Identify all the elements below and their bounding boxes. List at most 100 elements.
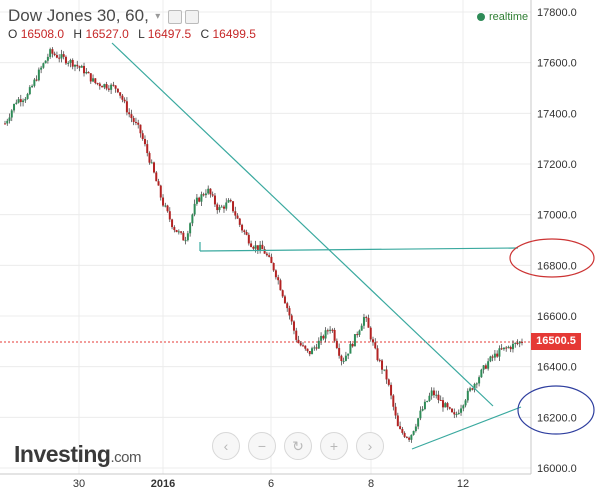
y-tick-label: 17600.0 bbox=[537, 58, 577, 70]
candle-body bbox=[421, 408, 424, 411]
candle-body bbox=[128, 112, 131, 115]
ohlc-readout: O 16508.0 H 16527.0 L 16497.5 C 16499.5 bbox=[8, 27, 262, 41]
candle-body bbox=[480, 369, 483, 378]
candle-body bbox=[419, 410, 422, 419]
logo-brand: Investing bbox=[14, 441, 111, 467]
candle-body bbox=[44, 60, 47, 64]
candle-body bbox=[496, 353, 499, 357]
candle-body bbox=[428, 395, 431, 401]
gear-icon[interactable] bbox=[184, 9, 199, 24]
candle-body bbox=[58, 57, 61, 59]
candle-body bbox=[353, 334, 356, 347]
candle-body bbox=[22, 100, 25, 103]
candle-body bbox=[304, 345, 307, 349]
x-tick-label: 6 bbox=[268, 478, 274, 490]
candle-body bbox=[500, 348, 503, 350]
candle-body bbox=[92, 78, 95, 82]
candle-body bbox=[207, 188, 210, 194]
candle-body bbox=[446, 403, 449, 408]
y-tick-label: 17800.0 bbox=[537, 7, 577, 19]
candle-body bbox=[383, 369, 386, 371]
candle-body bbox=[362, 317, 365, 326]
candle-body bbox=[15, 102, 18, 104]
y-tick-label: 16800.0 bbox=[537, 260, 577, 272]
candle-body bbox=[347, 353, 350, 356]
y-tick-label: 17400.0 bbox=[537, 108, 577, 120]
candle-body bbox=[60, 54, 63, 59]
candle-body bbox=[509, 346, 512, 350]
candle-body bbox=[299, 343, 302, 346]
y-axis-labels: 16000.0 16200.0 16400.0 16600.0 16800.0 17000… bbox=[537, 7, 577, 475]
zoom-out-button[interactable]: − bbox=[248, 432, 276, 460]
candle-body bbox=[153, 162, 156, 173]
candle-body bbox=[469, 388, 472, 391]
settings-icon[interactable] bbox=[167, 9, 182, 24]
candle-body bbox=[69, 59, 72, 63]
candle-body bbox=[37, 69, 40, 81]
candle-body bbox=[184, 240, 187, 242]
candle-body bbox=[475, 383, 478, 385]
candle-body bbox=[130, 114, 133, 119]
candle-body bbox=[390, 384, 393, 396]
candle-body bbox=[306, 348, 309, 351]
low-label: L bbox=[138, 27, 145, 41]
candle-body bbox=[193, 203, 196, 215]
candle-body bbox=[331, 329, 334, 331]
candle-body bbox=[216, 204, 219, 211]
support-highlight-ellipse bbox=[517, 385, 595, 435]
candle-body bbox=[198, 197, 201, 202]
candle-body bbox=[134, 121, 137, 123]
candle-body bbox=[110, 84, 113, 90]
candle-body bbox=[175, 230, 178, 232]
candle-body bbox=[209, 188, 212, 195]
candle-body bbox=[410, 434, 413, 440]
scroll-right-button[interactable]: › bbox=[356, 432, 384, 460]
candle-body bbox=[28, 87, 31, 95]
candle-body bbox=[493, 353, 496, 358]
candle-body bbox=[288, 308, 291, 316]
candle-body bbox=[439, 399, 442, 401]
instrument-title: Dow Jones 30, 60, bbox=[8, 6, 149, 25]
zoom-in-button[interactable]: + bbox=[320, 432, 348, 460]
resistance-highlight-ellipse bbox=[509, 238, 595, 278]
candle-body bbox=[482, 365, 485, 370]
candle-body bbox=[322, 335, 325, 339]
candle-body bbox=[392, 395, 395, 407]
candle-body bbox=[162, 197, 165, 206]
logo-suffix: .com bbox=[110, 449, 141, 466]
candle-body bbox=[432, 390, 435, 396]
candle-body bbox=[164, 205, 167, 207]
candle-body bbox=[211, 194, 214, 196]
candle-body bbox=[302, 345, 305, 347]
candle-body bbox=[42, 63, 45, 68]
candle-body bbox=[365, 317, 368, 319]
candle-body bbox=[87, 71, 90, 74]
y-tick-label: 16400.0 bbox=[537, 362, 577, 374]
candle-body bbox=[489, 356, 492, 362]
candle-body bbox=[453, 412, 456, 415]
candle-body bbox=[243, 230, 246, 232]
candle-body bbox=[225, 202, 228, 209]
candle-body bbox=[435, 394, 438, 396]
chevron-down-icon[interactable]: ▾ bbox=[155, 11, 161, 23]
low-value: 16497.5 bbox=[147, 27, 192, 41]
reset-view-button[interactable]: ↻ bbox=[284, 432, 312, 460]
candle-body bbox=[195, 197, 198, 204]
candle-body bbox=[259, 244, 262, 251]
scroll-left-button[interactable]: ‹ bbox=[212, 432, 240, 460]
candle-body bbox=[171, 219, 174, 228]
candle-body bbox=[78, 66, 81, 68]
candle-body bbox=[150, 162, 153, 164]
rising-support-line bbox=[411, 406, 522, 450]
candle-body bbox=[464, 400, 467, 406]
candle-body bbox=[256, 245, 259, 251]
candle-body bbox=[67, 62, 70, 64]
current-price-tag: 16500.5 bbox=[531, 333, 581, 350]
candle-body bbox=[250, 243, 253, 247]
candle-body bbox=[232, 201, 235, 212]
candle-body bbox=[333, 329, 336, 341]
candle-body bbox=[94, 78, 97, 84]
candle-body bbox=[182, 232, 185, 241]
candle-body bbox=[498, 348, 501, 357]
